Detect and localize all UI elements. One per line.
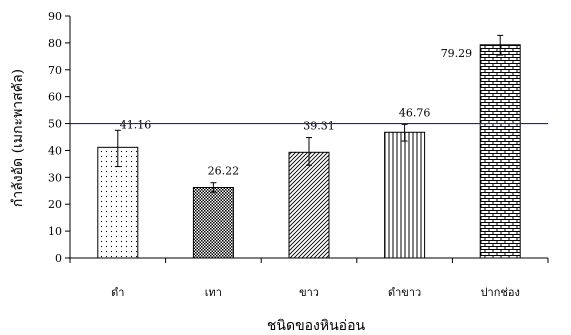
x-tick-label: เทา [205,286,222,299]
x-tick-label: ปากช่อง [481,286,520,299]
y-tick-label: 80 [48,37,62,50]
data-label: 79.29 [441,47,473,60]
y-tick-label: 10 [48,225,62,238]
x-tick-label: ดำ [111,286,124,299]
data-label: 39.31 [303,120,335,133]
axes [69,16,548,259]
x-tick-label: ดำขาว [388,286,421,299]
bar [384,131,426,259]
y-axis-label: กำลังอัด (เมกะพาสคัล) [10,69,26,207]
y-tick-label: 0 [55,252,62,265]
bar [288,151,330,259]
x-axis-label: ชนิดของหินอ่อน [267,318,366,334]
y-tick-label: 20 [48,198,62,211]
data-label: 46.76 [399,106,431,119]
y-tick-label: 90 [48,10,62,23]
y-tick-label: 30 [48,171,62,184]
y-tick-label: 40 [48,144,62,157]
error-bars [114,34,504,193]
bars [97,44,521,259]
y-tick-label: 50 [48,118,62,131]
y-tick-label: 70 [48,64,62,77]
y-axis: 0 10 20 30 40 50 60 70 80 90 [48,10,70,265]
bar [479,44,521,259]
data-label: 41.16 [120,118,152,131]
data-labels: 41.16 26.22 39.31 46.76 79.29 [120,47,472,178]
data-label: 26.22 [208,165,240,178]
x-axis: ดำ เทา ขาว ดำขาว ปากช่อง [69,258,549,299]
y-tick-label: 60 [48,91,62,104]
y-axis-title: กำลังอัด (เมกะพาสคัล) [10,69,26,207]
bar [192,186,234,259]
x-tick-label: ขาว [299,286,319,299]
